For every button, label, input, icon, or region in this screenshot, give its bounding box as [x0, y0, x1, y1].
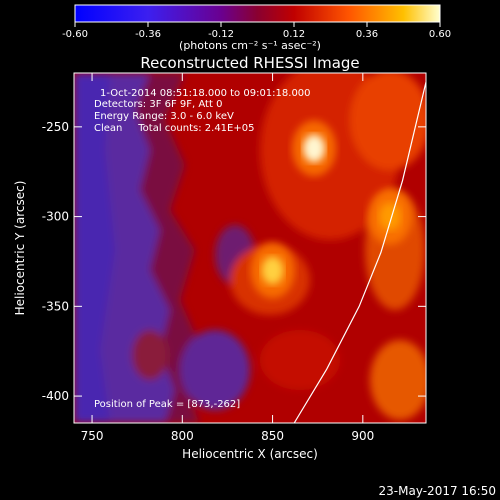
annotation-energy-range: Energy Range: 3.0 - 6.0 keV	[94, 111, 234, 122]
y-tick-label: -350	[42, 299, 69, 313]
colorbar-tick-label: -0.12	[208, 29, 234, 40]
solar-limb-curve	[293, 81, 426, 423]
x-tick-label: 850	[261, 429, 284, 443]
hot-spot-core	[261, 256, 284, 285]
plot-frame	[73, 72, 427, 424]
x-tick-label: 900	[351, 429, 374, 443]
y-tick-label: -250	[42, 120, 69, 134]
colorbar-ticks: -0.60 -0.36 -0.12 0.12 0.36 0.60	[62, 22, 451, 40]
colorbar-tick-label: -0.36	[135, 29, 161, 40]
annotation-time-range: 1-Oct-2014 08:51:18.000 to 09:01:18.000	[100, 88, 311, 99]
axis-ticks: 750 800 850 900 -250 -300 -350 -400	[42, 73, 426, 443]
peak-position-label: Position of Peak = [873,-262]	[94, 399, 240, 410]
colorbar	[74, 4, 441, 23]
annotation-detectors: Detectors: 3F 6F 9F, Att 0	[94, 99, 222, 110]
y-tick-label: -400	[42, 389, 69, 403]
colorbar-tick-label: 0.36	[356, 29, 378, 40]
colorbar-tick-label: 0.60	[429, 29, 451, 40]
y-tick-label: -300	[42, 210, 69, 224]
hot-spot-core	[303, 134, 326, 163]
y-axis-label: Heliocentric Y (arcsec)	[13, 181, 27, 316]
colorbar-tick-label: -0.60	[62, 29, 88, 40]
heatmap	[74, 73, 426, 423]
hot-spots	[250, 120, 412, 299]
hot-spot-core	[378, 202, 401, 231]
chart-title: Reconstructed RHESSI Image	[140, 54, 359, 72]
x-tick-label: 750	[81, 429, 104, 443]
colorbar-tick-label: 0.12	[283, 29, 305, 40]
footer-timestamp: 23-May-2017 16:50	[379, 484, 496, 498]
x-tick-label: 800	[171, 429, 194, 443]
x-axis-label: Heliocentric X (arcsec)	[182, 447, 318, 461]
colorbar-units: (photons cm⁻² s⁻¹ asec⁻²)	[179, 39, 321, 52]
annotation-clean-counts: Clean Total counts: 2.41E+05	[94, 123, 254, 134]
